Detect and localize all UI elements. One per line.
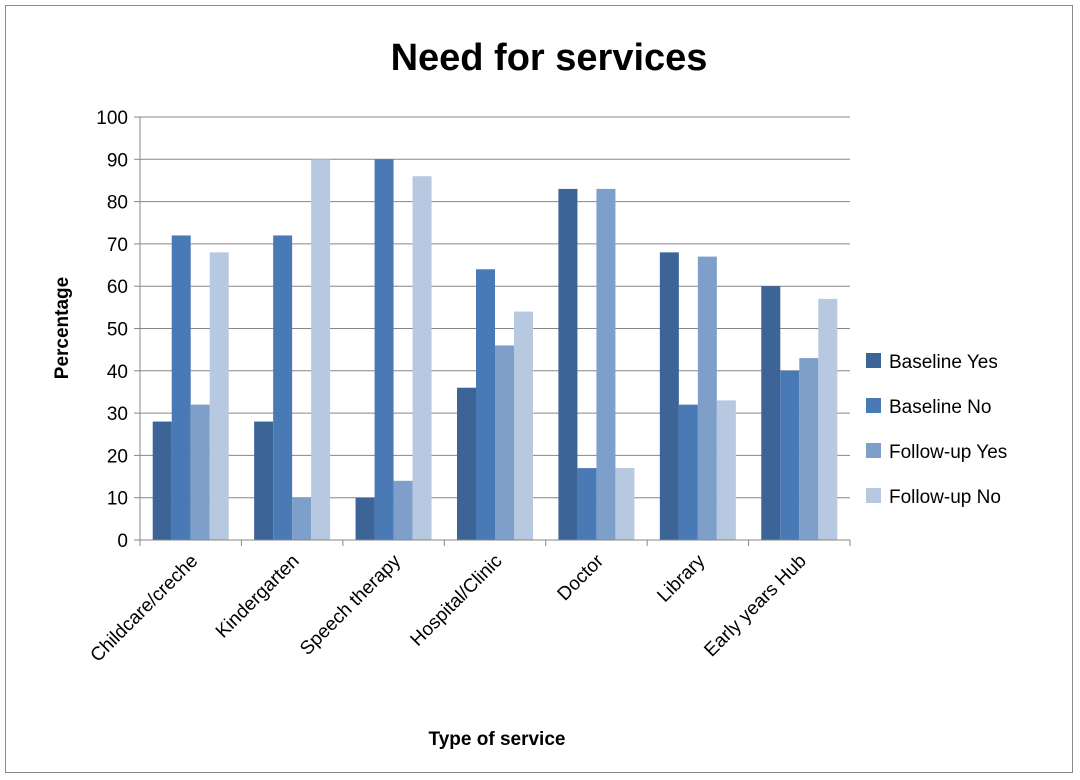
bar [716,400,736,540]
bar [190,404,210,540]
y-tick-label: 0 [117,531,128,552]
x-tick-label: Childcare/creche [87,551,203,667]
chart-title: Need for services [391,37,708,79]
bar [355,497,375,540]
x-tick-label: Library [653,550,709,606]
legend-label: Follow-up Yes [889,442,1007,463]
legend: Baseline Yes Baseline No Follow-up Yes Foll… [866,352,1007,508]
y-tick-label: 90 [107,150,128,171]
bar [514,311,533,540]
y-tick-label: 20 [107,446,128,467]
bar [761,286,781,540]
bar [209,252,229,541]
x-tick-label: Early years Hub [700,551,810,661]
x-tick-label: Doctor [554,550,609,605]
bar [596,188,616,540]
bar [659,252,679,541]
legend-label: Follow-up No [889,487,1001,508]
y-axis-title: Percentage [52,277,73,379]
bar [615,468,635,540]
y-tick-label: 30 [107,404,128,425]
bar [152,421,172,540]
legend-swatch [866,488,881,503]
bar [457,387,476,540]
x-axis-title: Type of service [429,729,566,750]
y-tick-label: 40 [107,362,128,383]
bar [799,358,819,540]
y-tick-label: 60 [107,277,128,298]
x-tick-label: Speech therapy [296,550,405,659]
bars [152,159,838,541]
legend-swatch [866,443,881,458]
legend-label: Baseline Yes [889,352,998,373]
axes: 0 10 20 30 40 50 60 70 80 90 100 Childcare/creche Ki… [87,108,851,667]
bar [818,298,838,540]
bar [678,404,698,540]
y-tick-label: 50 [107,320,128,341]
legend-swatch [866,398,881,413]
bar [495,345,514,540]
y-tick-label: 80 [107,193,128,214]
y-tick-label: 100 [96,108,128,129]
bar [412,176,432,540]
bar [697,256,717,540]
bar [393,480,413,540]
y-tick-label: 70 [107,235,128,256]
bar [292,497,312,540]
bar [558,188,578,540]
bar [577,468,597,540]
bar [254,421,274,540]
bar [171,235,191,540]
bar [311,159,331,541]
legend-label: Baseline No [889,397,991,418]
legend-swatch [866,353,881,368]
bar [273,235,293,540]
bar [476,269,495,540]
x-tick-label: Hospital/Clinic [407,551,507,651]
x-tick-label: Kindergarten [212,551,304,643]
bar [374,159,394,541]
y-tick-label: 10 [107,489,128,510]
bar [780,370,800,540]
